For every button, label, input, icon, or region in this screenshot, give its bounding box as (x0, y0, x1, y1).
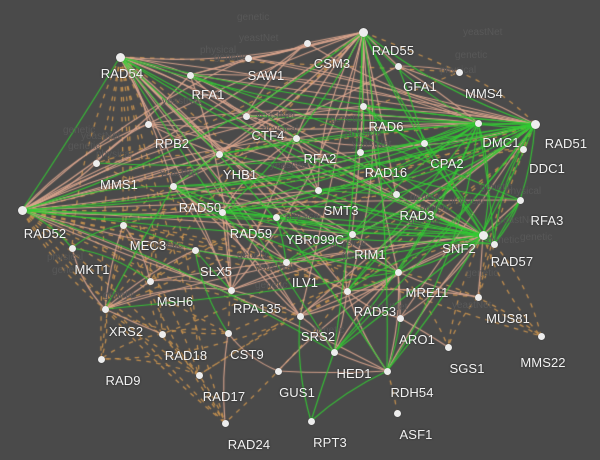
graph-node-rad52[interactable] (17, 205, 27, 215)
graph-node-ilv1[interactable] (282, 258, 290, 266)
graph-node-rad54[interactable] (115, 52, 125, 62)
graph-node-rad51[interactable] (530, 119, 540, 129)
graph-node-mms1[interactable] (92, 159, 100, 167)
graph-node-rad18[interactable] (158, 330, 166, 338)
graph-node-slx5[interactable] (191, 246, 199, 254)
graph-node-rad50[interactable] (169, 182, 177, 190)
graph-node-dmc1[interactable] (474, 119, 482, 127)
graph-node-yhb1[interactable] (215, 150, 223, 158)
graph-node-rad57[interactable] (490, 240, 498, 248)
graph-node-ctf4[interactable] (242, 112, 250, 120)
graph-node-gfa1[interactable] (394, 62, 402, 70)
graph-node-rad16[interactable] (356, 148, 364, 156)
graph-node-ddc1[interactable] (519, 145, 527, 153)
graph-node-aro1[interactable] (396, 314, 404, 322)
graph-node-rpt3[interactable] (307, 417, 315, 425)
graph-node-rad59[interactable] (218, 208, 226, 216)
graph-node-rpa135[interactable] (227, 286, 235, 294)
graph-node-smt3[interactable] (314, 186, 322, 194)
graph-node-csm3[interactable] (303, 39, 311, 47)
graph-node-rad24[interactable] (221, 419, 229, 427)
graph-node-srs2[interactable] (296, 312, 304, 320)
graph-node-gus1[interactable] (274, 367, 282, 375)
graph-node-cpa2[interactable] (420, 139, 428, 147)
graph-node-ybr099c[interactable] (272, 213, 280, 221)
graph-node-sgs1[interactable] (444, 343, 452, 351)
graph-node-rdh54[interactable] (383, 367, 391, 375)
graph-node-rim1[interactable] (348, 230, 356, 238)
graph-node-saw1[interactable] (244, 54, 252, 62)
graph-node-rad53[interactable] (343, 287, 351, 295)
graph-node-mre11[interactable] (394, 268, 402, 276)
graph-node-rad3[interactable] (392, 190, 400, 198)
graph-node-rfa1[interactable] (186, 71, 194, 79)
graph-node-rpb2[interactable] (144, 120, 152, 128)
graph-node-asf1[interactable] (393, 409, 401, 417)
graph-node-rfa3[interactable] (516, 196, 524, 204)
graph-node-rad6[interactable] (359, 102, 367, 110)
graph-node-rad55[interactable] (358, 27, 368, 37)
graph-node-mec3[interactable] (119, 221, 127, 229)
graph-node-rfa2[interactable] (292, 134, 300, 142)
graph-node-rad17[interactable] (195, 371, 203, 379)
graph-node-rad9[interactable] (97, 355, 105, 363)
graph-node-cst9[interactable] (224, 329, 232, 337)
graph-node-mkt1[interactable] (68, 244, 76, 252)
graph-node-mus81[interactable] (474, 293, 482, 301)
graph-node-hed1[interactable] (330, 348, 338, 356)
graph-node-mms22[interactable] (537, 332, 545, 340)
graph-node-snf2[interactable] (478, 230, 488, 240)
graph-node-xrs2[interactable] (101, 305, 109, 313)
graph-node-mms4[interactable] (455, 68, 463, 76)
graph-node-msh6[interactable] (146, 277, 154, 285)
